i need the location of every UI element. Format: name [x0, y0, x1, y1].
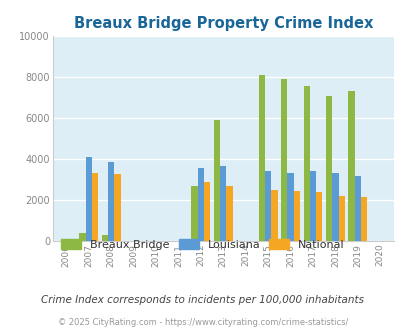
Bar [332, 173, 338, 241]
Bar [360, 197, 367, 241]
Bar [226, 186, 232, 241]
Bar [213, 120, 220, 241]
Title: Breaux Bridge Property Crime Index: Breaux Bridge Property Crime Index [73, 16, 372, 31]
Bar [101, 235, 108, 241]
Bar [287, 173, 293, 241]
Text: © 2025 CityRating.com - https://www.cityrating.com/crime-statistics/: © 2025 CityRating.com - https://www.city… [58, 318, 347, 327]
Bar [114, 174, 120, 241]
Bar [315, 192, 322, 241]
Bar [293, 191, 299, 241]
Bar [325, 96, 332, 241]
Bar [85, 157, 92, 241]
Bar [203, 182, 210, 241]
Bar [303, 86, 309, 241]
Text: Crime Index corresponds to incidents per 100,000 inhabitants: Crime Index corresponds to incidents per… [41, 295, 364, 305]
Bar [108, 162, 114, 241]
Bar [191, 186, 197, 241]
Bar [264, 171, 271, 241]
Bar [220, 166, 226, 241]
Bar [338, 196, 344, 241]
Bar [281, 79, 287, 241]
Bar [92, 173, 98, 241]
Bar [271, 190, 277, 241]
Bar [347, 90, 354, 241]
Bar [79, 233, 85, 241]
Bar [354, 177, 360, 241]
Legend: Breaux Bridge, Louisiana, National: Breaux Bridge, Louisiana, National [58, 236, 347, 253]
Bar [258, 75, 264, 241]
Bar [197, 168, 203, 241]
Bar [309, 171, 315, 241]
